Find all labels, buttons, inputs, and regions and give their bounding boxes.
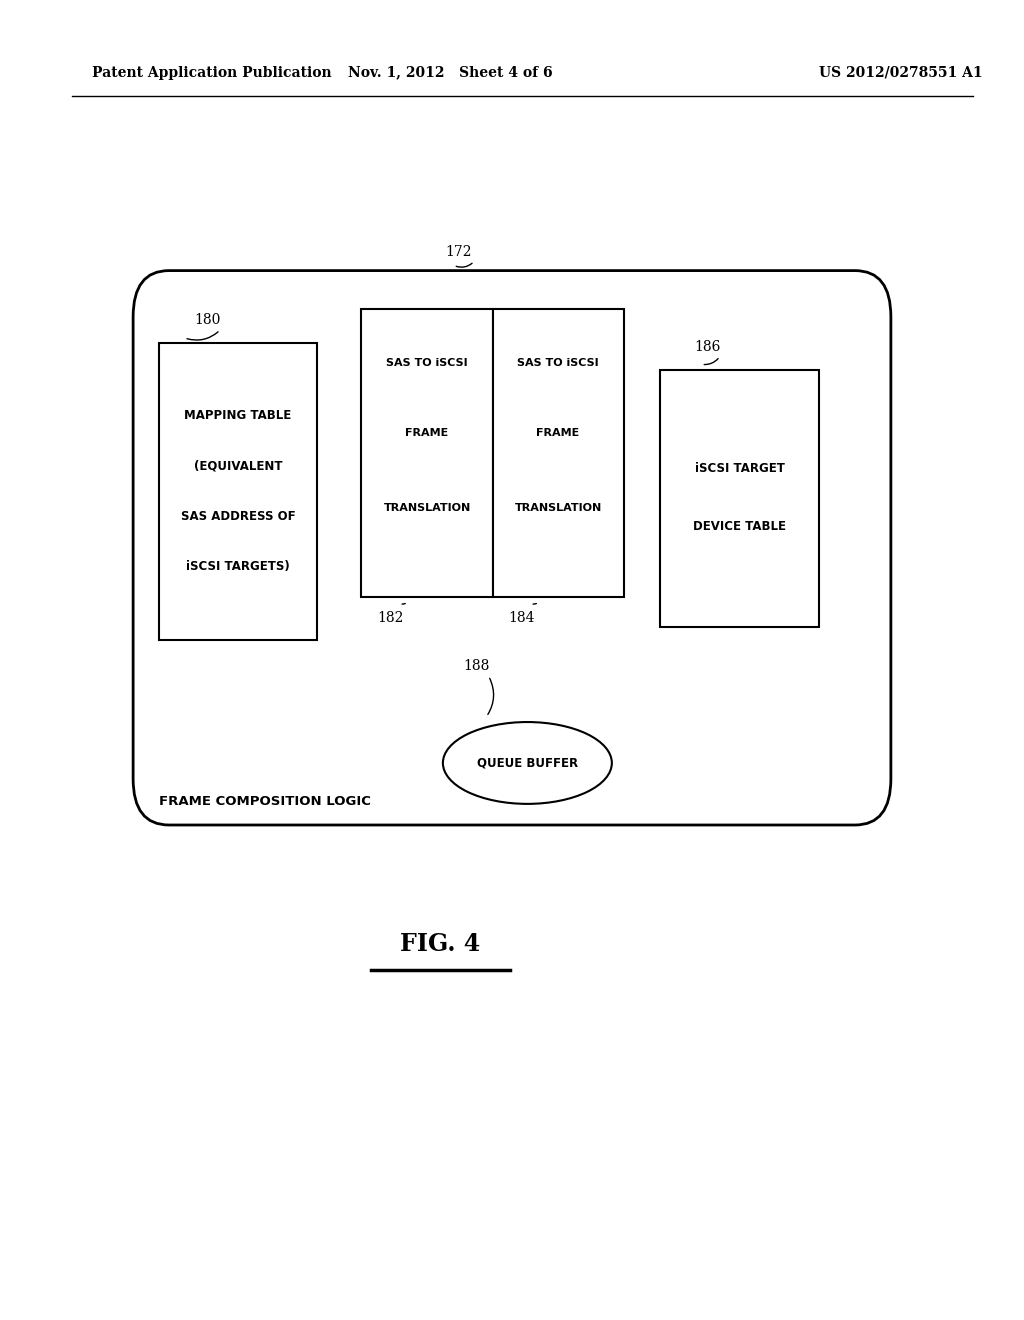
Ellipse shape <box>442 722 612 804</box>
Text: Patent Application Publication: Patent Application Publication <box>92 66 332 79</box>
Text: 184: 184 <box>508 611 535 626</box>
Text: (EQUIVALENT: (EQUIVALENT <box>194 459 283 473</box>
Text: iSCSI TARGETS): iSCSI TARGETS) <box>186 560 290 573</box>
Text: TRANSLATION: TRANSLATION <box>514 503 602 513</box>
Text: Nov. 1, 2012   Sheet 4 of 6: Nov. 1, 2012 Sheet 4 of 6 <box>348 66 553 79</box>
Text: MAPPING TABLE: MAPPING TABLE <box>184 409 292 422</box>
Bar <box>159 343 317 640</box>
Text: SAS TO iSCSI: SAS TO iSCSI <box>517 358 599 368</box>
Text: QUEUE BUFFER: QUEUE BUFFER <box>477 756 578 770</box>
Text: SAS ADDRESS OF: SAS ADDRESS OF <box>181 510 295 523</box>
Text: 188: 188 <box>463 659 489 673</box>
Text: 182: 182 <box>377 611 403 626</box>
Text: US 2012/0278551 A1: US 2012/0278551 A1 <box>819 66 983 79</box>
Text: FRAME COMPOSITION LOGIC: FRAME COMPOSITION LOGIC <box>159 795 371 808</box>
Text: FIG. 4: FIG. 4 <box>400 932 480 956</box>
Text: FRAME: FRAME <box>406 428 449 438</box>
Bar <box>493 309 624 597</box>
Text: 186: 186 <box>694 339 721 354</box>
Text: 172: 172 <box>445 244 472 259</box>
Bar <box>660 370 819 627</box>
Text: TRANSLATION: TRANSLATION <box>383 503 471 513</box>
Bar <box>361 309 493 597</box>
Text: SAS TO iSCSI: SAS TO iSCSI <box>386 358 468 368</box>
Text: iSCSI TARGET: iSCSI TARGET <box>695 462 784 475</box>
Text: 180: 180 <box>195 313 221 327</box>
FancyBboxPatch shape <box>133 271 891 825</box>
Text: DEVICE TABLE: DEVICE TABLE <box>693 520 786 533</box>
Text: FRAME: FRAME <box>537 428 580 438</box>
